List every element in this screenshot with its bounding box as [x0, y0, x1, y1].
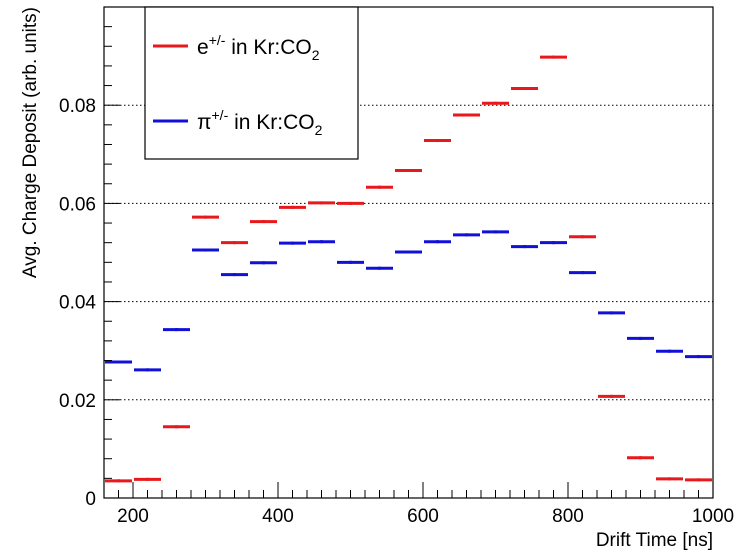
data-point-marker	[291, 205, 294, 209]
data-point-marker	[204, 215, 207, 219]
y-tick-label: 0.02	[59, 391, 96, 412]
data-series	[105, 55, 712, 483]
data-point-marker	[668, 477, 671, 481]
data-point-marker	[146, 477, 149, 481]
data-point-marker	[233, 241, 236, 245]
data-point-marker	[117, 360, 120, 364]
data-point-marker	[175, 425, 178, 429]
data-point-marker	[465, 113, 468, 117]
y-tick-label: 0	[85, 489, 96, 510]
data-point-marker	[552, 241, 555, 245]
x-tick-label: 1000	[692, 506, 734, 527]
data-point-marker	[320, 201, 323, 205]
data-point-marker	[378, 266, 381, 270]
data-point-marker	[407, 169, 410, 173]
y-tick-label: 0.04	[59, 293, 96, 314]
data-point-marker	[668, 349, 671, 353]
legend-box	[144, 6, 359, 160]
legend: e+/- in Kr:CO2 π+/- in Kr:CO2	[144, 6, 359, 160]
y-tick-label: 0.08	[59, 96, 96, 117]
x-tick-label: 400	[262, 506, 294, 527]
data-point-marker	[639, 336, 642, 340]
data-point-marker	[610, 311, 613, 315]
data-point-marker	[146, 368, 149, 372]
data-point-marker	[697, 355, 700, 359]
data-point-marker	[494, 101, 497, 105]
data-point-marker	[320, 240, 323, 244]
data-point-marker	[262, 261, 265, 265]
data-point-marker	[117, 479, 120, 483]
x-tick-label: 600	[407, 506, 439, 527]
series-1	[105, 230, 712, 372]
data-point-marker	[175, 328, 178, 332]
axes: 0 0.02 0.04 0.06 0.08 200 400 600 800 1000	[59, 26, 734, 527]
data-point-marker	[349, 201, 352, 205]
y-tick-label: 0.06	[59, 194, 96, 215]
data-point-marker	[465, 233, 468, 237]
data-point-marker	[697, 478, 700, 482]
data-point-marker	[233, 273, 236, 277]
y-axis-title: Avg. Charge Deposit (arb. units)	[20, 7, 41, 278]
data-point-marker	[262, 220, 265, 224]
data-point-marker	[610, 394, 613, 398]
data-point-marker	[523, 245, 526, 249]
data-point-marker	[291, 241, 294, 245]
data-point-marker	[494, 230, 497, 234]
data-point-marker	[523, 87, 526, 91]
data-point-marker	[407, 250, 410, 254]
data-point-marker	[378, 185, 381, 189]
data-point-marker	[581, 235, 584, 239]
data-point-marker	[349, 260, 352, 264]
legend-label: e+/- in Kr:CO2	[197, 32, 320, 63]
x-axis-title: Drift Time [ns]	[596, 530, 713, 550]
data-point-marker	[552, 55, 555, 59]
data-point-marker	[581, 271, 584, 275]
x-tick-label: 800	[552, 506, 584, 527]
legend-label: π+/- in Kr:CO2	[197, 107, 323, 138]
data-point-marker	[436, 139, 439, 143]
series-0	[105, 55, 712, 483]
data-point-marker	[204, 248, 207, 252]
data-point-marker	[639, 456, 642, 460]
data-point-marker	[436, 240, 439, 244]
x-tick-label: 200	[117, 506, 149, 527]
